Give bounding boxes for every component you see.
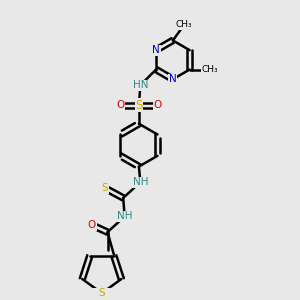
Text: O: O: [88, 220, 96, 230]
Text: NH: NH: [117, 212, 132, 221]
Text: CH₃: CH₃: [176, 20, 193, 29]
Text: S: S: [135, 99, 142, 112]
Text: HN: HN: [133, 80, 148, 90]
Text: N: N: [152, 45, 160, 55]
Text: NH: NH: [133, 177, 148, 187]
Text: CH₃: CH₃: [201, 65, 218, 74]
Text: S: S: [101, 183, 108, 193]
Text: O: O: [153, 100, 162, 110]
Text: S: S: [98, 288, 105, 298]
Text: N: N: [169, 74, 177, 84]
Text: O: O: [116, 100, 124, 110]
